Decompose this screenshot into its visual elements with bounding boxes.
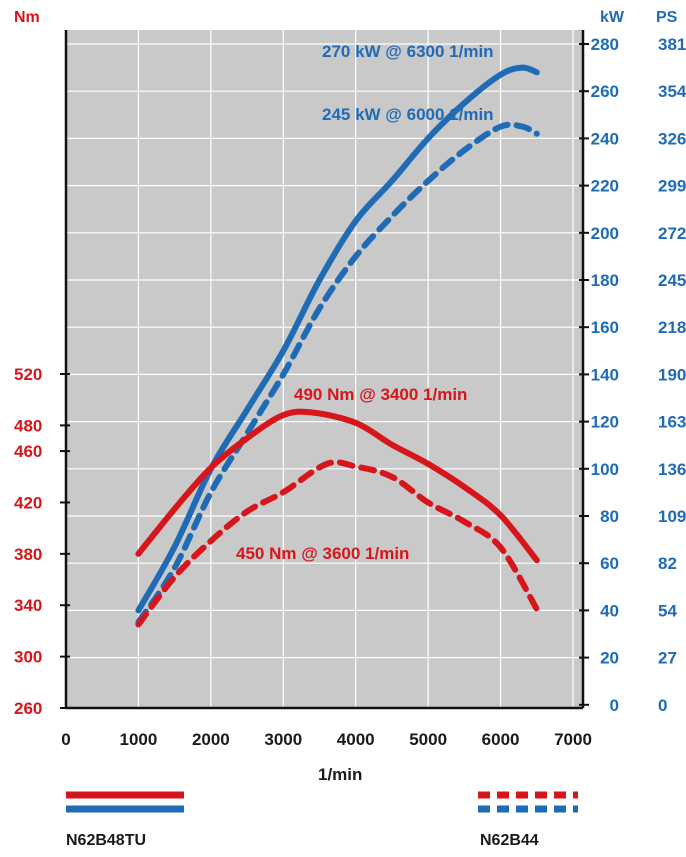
ps-tick-label-163: 163	[658, 413, 686, 432]
power-tick-label-220: 220	[591, 177, 619, 196]
axes: 0 1000 2000 3000 4000 5000 6000 7000 0 0 20 27 40 54 6…	[14, 30, 686, 749]
power-tick-label-40: 40	[600, 601, 619, 620]
ps-tick-label-326: 326	[658, 129, 686, 148]
power-tick-label-100: 100	[591, 460, 619, 479]
power-tick-label-60: 60	[600, 554, 619, 573]
annotation-peak-torque-n62b44: 450 Nm @ 3600 1/min	[236, 544, 409, 563]
legend: N62B48TU N62B44	[66, 791, 578, 849]
power-tick-label-180: 180	[591, 271, 619, 290]
power-tick-label-280: 280	[591, 35, 619, 54]
plot-area	[66, 30, 583, 708]
power-tick-label-0: 0	[610, 696, 619, 715]
ps-tick-label-299: 299	[658, 177, 686, 196]
legend-label-n62b44: N62B44	[480, 832, 539, 849]
ps-tick-label-245: 245	[658, 271, 686, 290]
power-axis-unit: kW	[600, 9, 625, 26]
ps-axis-unit: PS	[656, 9, 678, 26]
x-tick-label-2000: 2000	[192, 730, 230, 749]
ps-tick-label-54: 54	[658, 601, 677, 620]
series-layer	[135, 64, 540, 628]
ps-tick-label-0: 0	[658, 696, 667, 715]
x-tick-label-1000: 1000	[120, 730, 158, 749]
ps-tick-label-136: 136	[658, 460, 686, 479]
ps-tick-label-82: 82	[658, 554, 677, 573]
power-tick-label-260: 260	[591, 82, 619, 101]
annotation-peak-power-n62b44: 245 kW @ 6000 1/min	[322, 105, 494, 124]
torque-tick-label-520: 520	[14, 365, 42, 384]
power-tick-label-240: 240	[591, 129, 619, 148]
series-line-n62b48tu-torque	[135, 408, 540, 564]
ps-tick-label-354: 354	[658, 82, 686, 101]
legend-item-n62b44: N62B44	[478, 791, 578, 849]
x-tick-label-5000: 5000	[409, 730, 447, 749]
ps-tick-label-190: 190	[658, 365, 686, 384]
power-tick-label-120: 120	[591, 413, 619, 432]
torque-axis-unit: Nm	[14, 9, 40, 26]
power-tick-label-20: 20	[600, 649, 619, 668]
ps-tick-label-27: 27	[658, 649, 677, 668]
power-tick-label-160: 160	[591, 318, 619, 337]
series-line-n62b44-torque	[135, 459, 540, 628]
torque-tick-label-340: 340	[14, 596, 42, 615]
x-tick-label-6000: 6000	[482, 730, 520, 749]
torque-tick-label-420: 420	[14, 493, 42, 512]
torque-tick-label-480: 480	[14, 416, 42, 435]
x-tick-label-7000: 7000	[554, 730, 592, 749]
legend-label-n62b48tu: N62B48TU	[66, 832, 146, 849]
x-tick-label-0: 0	[61, 730, 70, 749]
power-tick-label-80: 80	[600, 507, 619, 526]
x-tick-label-3000: 3000	[264, 730, 302, 749]
power-tick-label-140: 140	[591, 365, 619, 384]
torque-tick-label-460: 460	[14, 442, 42, 461]
torque-tick-label-380: 380	[14, 545, 42, 564]
annotation-peak-power-n62b48tu: 270 kW @ 6300 1/min	[322, 42, 494, 61]
grid-lines	[66, 30, 583, 708]
torque-tick-label-300: 300	[14, 648, 42, 667]
ps-tick-label-218: 218	[658, 318, 686, 337]
power-tick-label-200: 200	[591, 224, 619, 243]
x-axis-label: 1/min	[318, 765, 362, 784]
legend-item-n62b48tu: N62B48TU	[66, 791, 184, 849]
annotation-peak-torque-n62b48tu: 490 Nm @ 3400 1/min	[294, 385, 467, 404]
ps-tick-label-381: 381	[658, 35, 686, 54]
ps-tick-label-272: 272	[658, 224, 686, 243]
torque-tick-label-260: 260	[14, 699, 42, 718]
ps-tick-label-109: 109	[658, 507, 686, 526]
x-tick-label-4000: 4000	[337, 730, 375, 749]
